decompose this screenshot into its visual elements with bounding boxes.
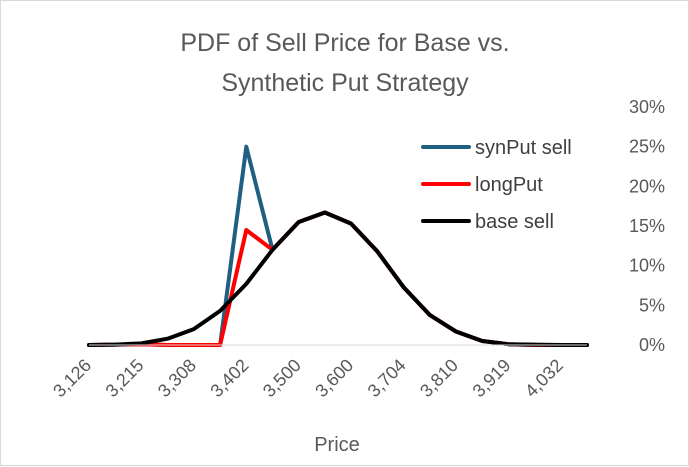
- chart-title-line-2: Synthetic Put Strategy: [221, 69, 469, 97]
- x-tick-label: 3,600: [311, 355, 357, 401]
- series-line-2: [87, 210, 589, 347]
- x-tick-label: 4,032: [521, 355, 567, 401]
- y-tick-label: 15%: [629, 216, 665, 236]
- y-tick-label: 0%: [639, 335, 665, 355]
- x-tick-label: 3,308: [154, 355, 200, 401]
- legend-label-0: synPut sell: [475, 137, 572, 159]
- x-tick-label: 3,126: [49, 355, 95, 401]
- legend-label-1: longPut: [475, 174, 543, 196]
- x-tick-label: 3,500: [259, 355, 305, 401]
- y-tick-label: 20%: [629, 176, 665, 196]
- chart-title-line-1: PDF of Sell Price for Base vs.: [180, 29, 509, 57]
- x-tick-label: 3,919: [469, 355, 515, 401]
- legend-label-2: base sell: [475, 211, 554, 233]
- x-tick-label: 3,810: [416, 355, 462, 401]
- legend: synPut sell longPut base sell: [421, 137, 572, 233]
- x-tick-label: 3,215: [102, 355, 148, 401]
- x-axis-title: Price: [314, 434, 360, 456]
- x-axis-tick-labels: 3,126 3,215 3,308 3,402 3,500 3,600 3,704 3,810…: [49, 355, 567, 401]
- y-tick-label: 25%: [629, 137, 665, 157]
- x-tick-label: 3,704: [364, 355, 410, 401]
- x-tick-label: 3,402: [206, 355, 252, 401]
- y-tick-label: 30%: [629, 97, 665, 117]
- y-axis-tick-labels: 0% 5% 10% 15% 20% 25% 30%: [629, 97, 665, 355]
- y-tick-label: 10%: [629, 256, 665, 276]
- y-tick-label: 5%: [639, 295, 665, 315]
- chart-title: PDF of Sell Price for Base vs. Synthetic…: [180, 29, 509, 97]
